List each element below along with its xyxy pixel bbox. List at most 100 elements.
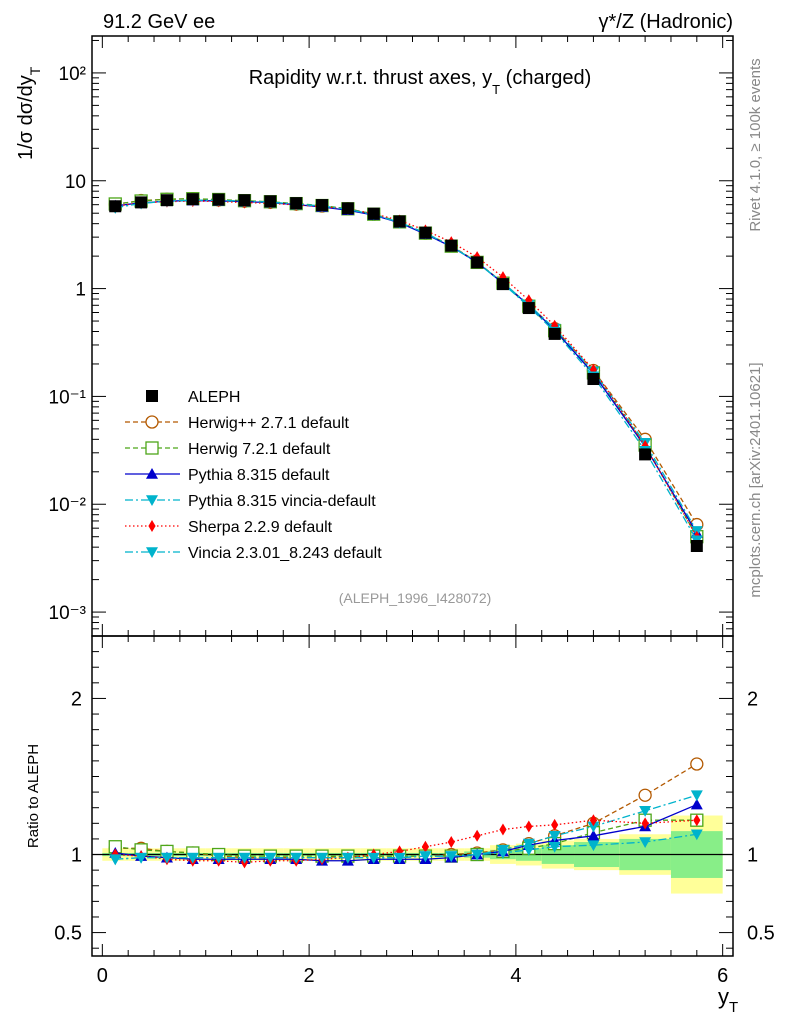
ratio-point (186, 852, 199, 864)
data-point (690, 540, 703, 553)
y-tick-label-main: 10⁻² (49, 495, 87, 516)
ratio-point (471, 849, 484, 861)
ratio-point (639, 837, 652, 849)
data-point (341, 202, 354, 215)
ratio-point (393, 852, 406, 864)
ratio-point (638, 788, 652, 802)
ratio-point (525, 820, 533, 833)
legend-marker (148, 520, 156, 532)
y-tick-label-ratio: 2 (71, 688, 82, 710)
ratio-point (447, 836, 455, 849)
y-tick-label-main: 10² (59, 64, 86, 85)
analysis-tag: (ALEPH_1996_I428072) (339, 590, 492, 606)
data-point (471, 256, 484, 269)
ratio-point (693, 814, 701, 827)
legend-entry: Pythia 8.315 vincia-default (188, 493, 376, 510)
data-point (238, 194, 251, 207)
data-point (587, 373, 600, 386)
ratio-point (290, 852, 303, 864)
x-tick-label: 6 (717, 965, 728, 987)
ratio-point (587, 840, 600, 852)
legend-entry: Vincia 2.3.01_8.243 default (188, 545, 382, 562)
data-point (160, 194, 173, 207)
chart-title: Rapidity w.r.t. thrust axes, yT (charged… (249, 67, 592, 97)
y-tick-label-main: 10⁻³ (49, 603, 87, 624)
data-point (548, 327, 561, 340)
legend-entry: Herwig++ 2.7.1 default (188, 415, 350, 432)
ratio-point (109, 854, 122, 866)
series-line-main (115, 200, 698, 538)
ratio-point (160, 852, 173, 864)
y-tick-label-ratio: 0.5 (54, 923, 82, 945)
ratio-point (135, 852, 148, 864)
ratio-point (522, 845, 535, 856)
y-axis-label-ratio: Ratio to ALEPH (25, 744, 42, 848)
ratio-point (690, 829, 703, 841)
data-point (639, 448, 652, 461)
legend-marker (145, 415, 159, 429)
data-point (393, 215, 406, 228)
ratio-point (548, 831, 561, 842)
data-point (316, 199, 329, 212)
rivet-info: Rivet 4.1.0, ≥ 100k events (747, 58, 764, 231)
data-point (496, 278, 509, 291)
ratio-point (473, 829, 481, 842)
series-point (499, 271, 507, 284)
legend-entry: ALEPH (188, 389, 240, 406)
legend-entry: Herwig 7.2.1 default (188, 441, 331, 458)
ratio-point (587, 829, 600, 841)
header-right: γ*/Z (Hadronic) (599, 11, 733, 33)
main-panel: 10⁻³ 10⁻² 10⁻¹ 1 10 10² Rapidity w.r.t. thrus… (15, 35, 734, 637)
y-tick-label-ratio-right: 1 (747, 845, 758, 867)
legend-marker (146, 390, 158, 402)
ratio-point (341, 852, 354, 864)
ratio-point (639, 806, 652, 817)
y-tick-label-main: 1 (75, 280, 86, 301)
data-point (419, 226, 432, 239)
y-axis-label-main: 1/σ dσ/dyT (15, 66, 43, 160)
x-tick-label: 4 (510, 965, 521, 987)
header-left: 91.2 GeV ee (103, 11, 215, 33)
ratio-point (522, 838, 535, 850)
ratio-point (419, 851, 432, 863)
ratio-point (316, 852, 329, 864)
x-tick-label: 2 (304, 965, 315, 987)
ratio-point (641, 817, 649, 830)
ratio-point (212, 852, 225, 864)
ratio-panel: 0 2 4 6 0.5 0.5 1 1 2 2 Ratio to ALEPH yT (25, 635, 775, 1016)
legend-marker (145, 441, 159, 455)
ratio-point (238, 852, 251, 864)
ratio-point (548, 841, 561, 853)
data-point (264, 195, 277, 208)
data-point (445, 239, 458, 252)
x-axis-label: yT (718, 984, 738, 1016)
ratio-point (496, 848, 509, 859)
legend-marker (146, 547, 158, 558)
data-point (290, 197, 303, 210)
ratio-point (367, 852, 380, 864)
legend-entry: Sherpa 2.2.9 default (188, 519, 333, 536)
y-tick-label-main: 10 (65, 172, 86, 193)
ratio-point (690, 757, 704, 771)
data-point (135, 196, 148, 209)
y-tick-label-ratio-right: 0.5 (747, 923, 775, 945)
ratio-point (690, 790, 703, 802)
ratio-point (551, 818, 559, 831)
ratio-point (264, 852, 277, 864)
ratio-point (589, 814, 598, 827)
ratio-point (587, 821, 600, 833)
data-point (212, 193, 225, 206)
legend-marker (146, 468, 158, 479)
y-tick-label-main: 10⁻¹ (49, 387, 87, 408)
ratio-point (499, 823, 507, 836)
legend-entry: Pythia 8.315 default (188, 467, 330, 484)
y-tick-label-ratio: 1 (71, 845, 82, 867)
data-point (522, 302, 535, 315)
ratio-point (421, 840, 430, 853)
ratio-point (445, 851, 458, 863)
y-tick-label-ratio-right: 2 (747, 688, 758, 710)
legend: ALEPH Herwig++ 2.7.1 default Herwig 7.2.1 … (125, 389, 382, 562)
x-tick-label: 0 (97, 965, 108, 987)
series-line-main (115, 198, 698, 538)
